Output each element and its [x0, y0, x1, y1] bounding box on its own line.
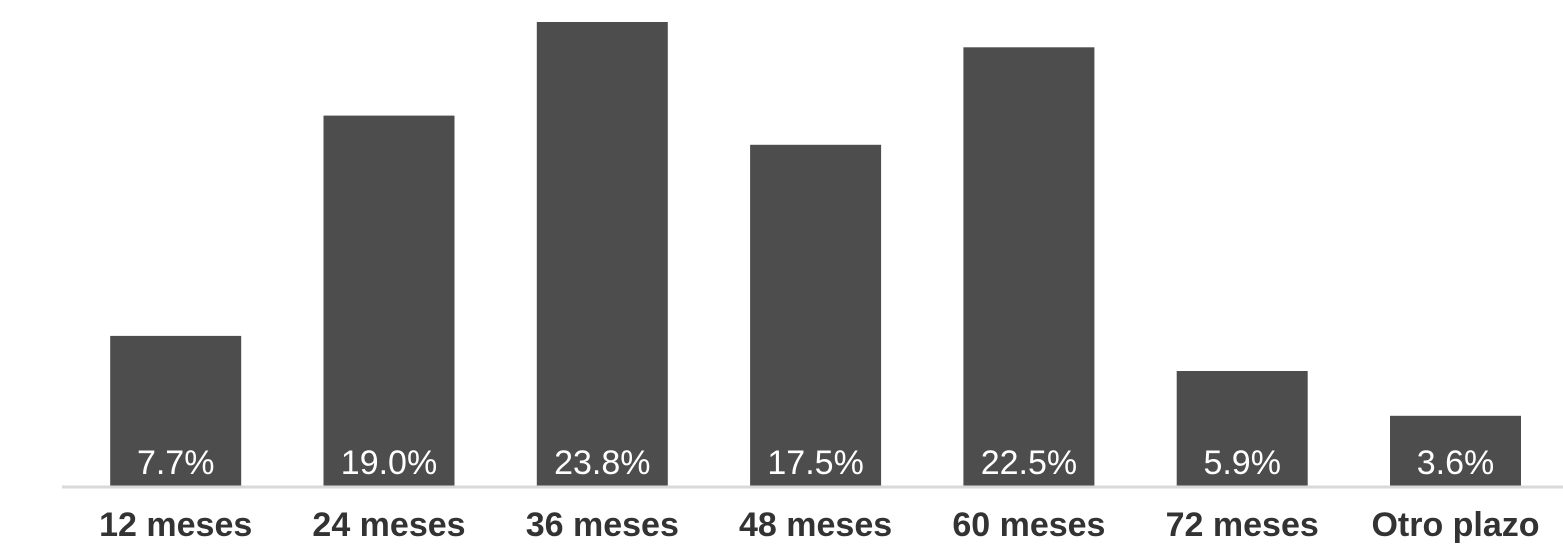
value-labels-layer: 7.7% 19.0% 23.8% 17.5% 22.5% 5.9% 3.6%: [137, 444, 1494, 482]
bars-layer: [110, 22, 1521, 487]
bar-value-label: 7.7%: [137, 444, 215, 482]
bar-value-label: 5.9%: [1203, 444, 1281, 482]
bar-value-label: 23.8%: [554, 444, 650, 482]
bar: [110, 335, 242, 486]
category-labels-layer: 12 meses 24 meses 36 meses 48 meses 60 meses…: [99, 506, 1539, 544]
bar-value-label: 17.5%: [767, 444, 863, 482]
category-label: Otro plazo: [1371, 506, 1539, 544]
bar-value-label: 19.0%: [341, 444, 437, 482]
bar: [1176, 371, 1308, 486]
bar-value-label: 22.5%: [981, 444, 1077, 482]
category-label: 36 meses: [526, 506, 679, 544]
category-label: 60 meses: [952, 506, 1105, 544]
bar: [963, 47, 1095, 487]
category-label: 24 meses: [312, 506, 465, 544]
bar: [323, 115, 455, 486]
bar: [1390, 415, 1521, 486]
bar-value-label: 3.6%: [1417, 444, 1495, 482]
bar: [536, 22, 668, 486]
bar: [750, 144, 882, 487]
category-label: 48 meses: [739, 506, 892, 544]
category-label: 12 meses: [99, 506, 252, 544]
category-label: 72 meses: [1166, 506, 1319, 544]
